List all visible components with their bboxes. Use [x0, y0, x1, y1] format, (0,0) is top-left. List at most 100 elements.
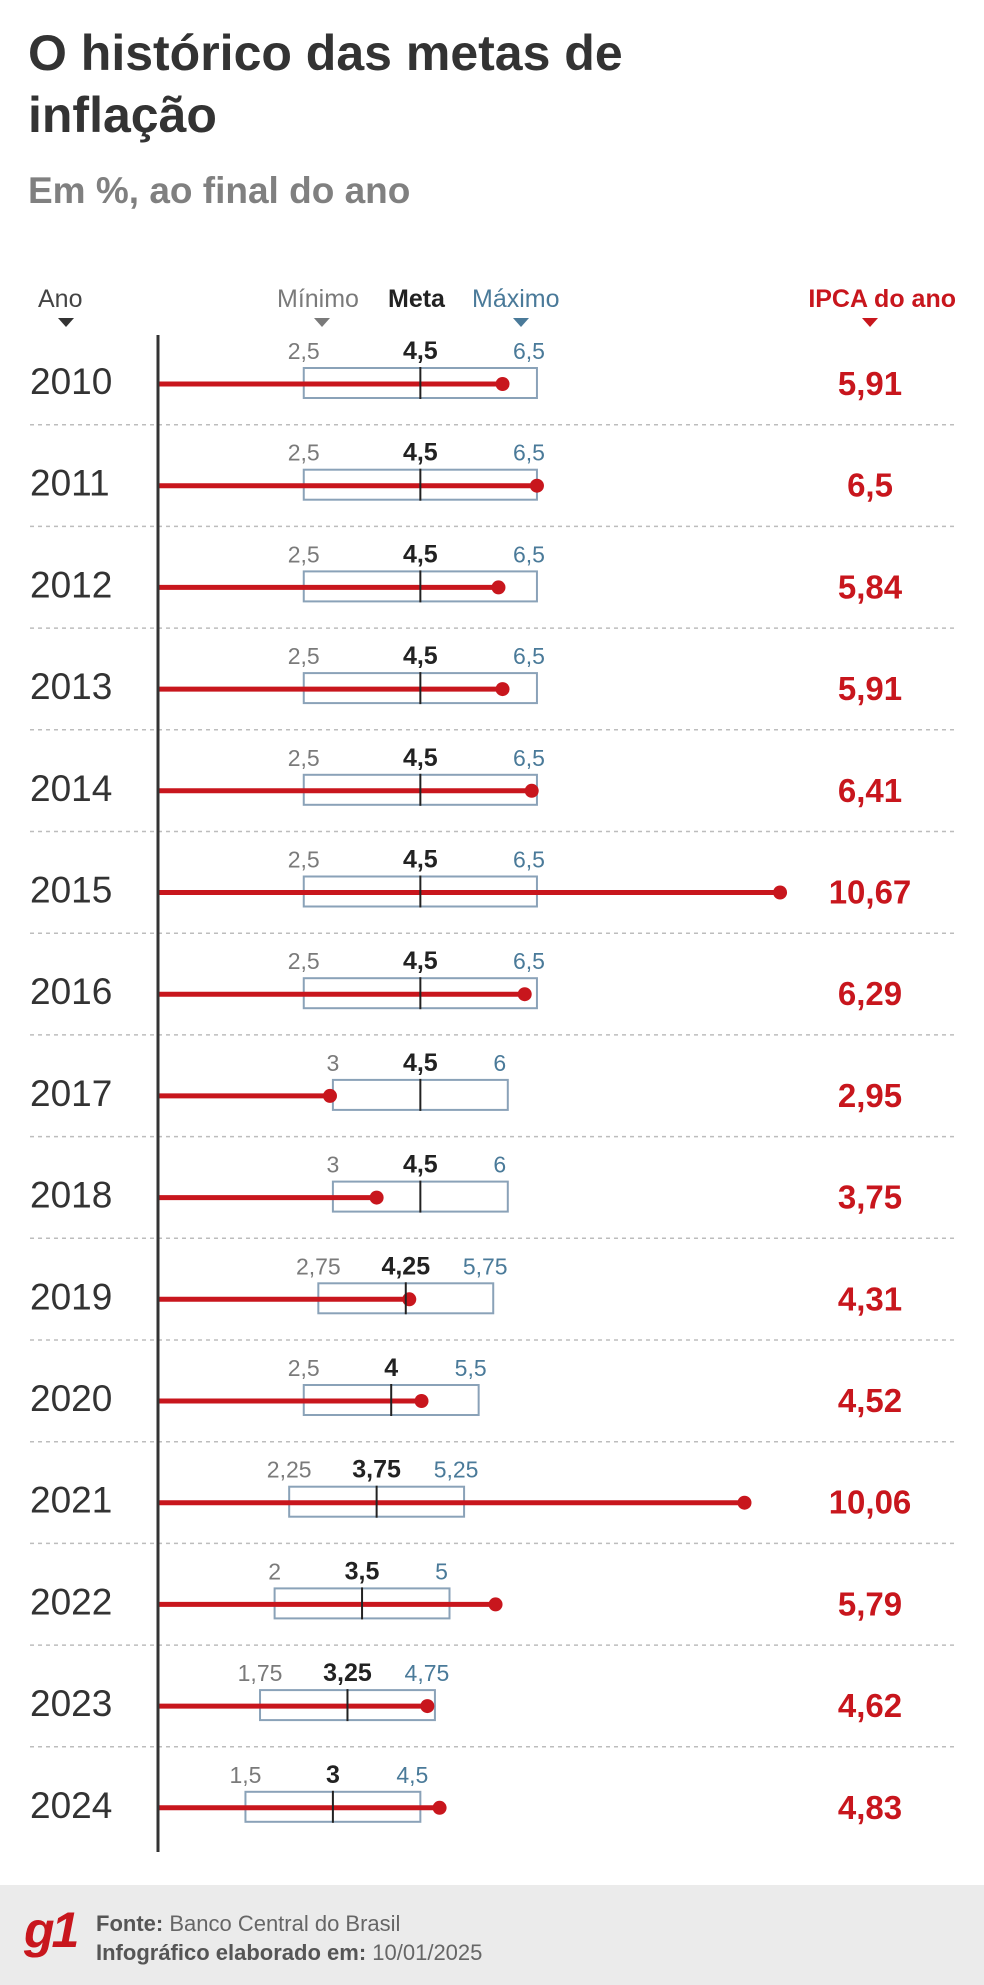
footer: g1 Fonte: Banco Central do Brasil Infogr…: [0, 1885, 984, 1985]
ipca-arrow-icon: [862, 318, 878, 327]
year-label: 2020: [30, 1378, 112, 1419]
year-label: 2011: [30, 463, 110, 504]
g1-logo: g1: [24, 1902, 79, 1958]
ipca-dot: [737, 1495, 752, 1510]
meta-label: 4,5: [403, 540, 438, 568]
minimo-label: 3: [327, 1050, 340, 1076]
ipca-value-label: 6,5: [847, 467, 893, 504]
meta-label: 4,5: [403, 1151, 438, 1179]
minimo-label: 2,5: [288, 338, 320, 364]
maximo-label: 6,5: [513, 440, 545, 466]
year-label: 2015: [30, 870, 112, 911]
meta-label: 4: [384, 1354, 398, 1382]
maximo-label: 6,5: [513, 643, 545, 669]
meta-label: 4,5: [403, 337, 438, 365]
date-label: Infográfico elaborado em:: [96, 1940, 367, 1965]
maximo-label: 6,5: [513, 847, 545, 873]
meta-label: 3: [326, 1761, 340, 1789]
minimo-label: 2,25: [267, 1457, 312, 1483]
minimo-arrow-icon: [314, 318, 330, 327]
maximo-arrow-icon: [513, 318, 529, 327]
ipca-value-label: 10,06: [829, 1484, 912, 1521]
meta-label: 4,5: [403, 1049, 438, 1077]
minimo-label: 2,75: [296, 1253, 341, 1279]
ipca-dot: [369, 1190, 384, 1205]
year-label: 2012: [30, 564, 112, 605]
ipca-dot: [414, 1394, 429, 1408]
ipca-value-label: 5,91: [838, 670, 902, 707]
meta-label: 4,5: [403, 439, 438, 467]
ipca-value-label: 10,67: [829, 874, 912, 911]
minimo-label: 1,75: [238, 1660, 283, 1686]
maximo-label: 6: [493, 1050, 506, 1076]
chart-title: O histórico das metas de inflação: [28, 25, 623, 143]
year-label: 2018: [30, 1175, 112, 1216]
ipca-value-label: 6,41: [838, 772, 902, 809]
ipca-value-label: 5,84: [838, 568, 903, 605]
year-label: 2024: [30, 1785, 112, 1826]
minimo-label: 2,5: [288, 1355, 320, 1381]
date-line: Infográfico elaborado em: 10/01/2025: [96, 1940, 482, 1966]
maximo-label: 5: [435, 1558, 448, 1584]
minimo-label: 2,5: [288, 847, 320, 873]
ipca-dot: [491, 580, 506, 595]
year-label: 2021: [30, 1480, 112, 1521]
ipca-dot: [420, 1699, 435, 1714]
ipca-value-label: 2,95: [838, 1077, 902, 1114]
year-label: 2013: [30, 666, 112, 707]
maximo-label: 6: [493, 1152, 506, 1178]
ano-arrow-icon: [58, 318, 74, 327]
meta-label: 4,5: [403, 846, 438, 874]
source-value: Banco Central do Brasil: [169, 1911, 401, 1936]
chart-subtitle: Em %, ao final do ano: [28, 170, 411, 211]
meta-label: 3,75: [352, 1456, 401, 1484]
maximo-label: 6,5: [513, 948, 545, 974]
meta-label: 4,5: [403, 947, 438, 975]
maximo-label: 5,75: [463, 1253, 508, 1279]
maximo-label: 6,5: [513, 745, 545, 771]
ipca-value-label: 3,75: [838, 1179, 902, 1216]
maximo-label: 5,25: [434, 1457, 479, 1483]
ipca-value-label: 4,52: [838, 1382, 902, 1419]
ipca-dot: [524, 783, 539, 798]
ipca-dot: [432, 1800, 447, 1815]
maximo-label: 4,75: [405, 1660, 450, 1686]
ipca-value-label: 5,91: [838, 365, 902, 402]
year-label: 2016: [30, 971, 112, 1012]
ipca-dot: [322, 1088, 337, 1103]
source-label: Fonte:: [96, 1911, 164, 1936]
minimo-label: 2,5: [288, 541, 320, 567]
minimo-label: 2,5: [288, 643, 320, 669]
header-minimo: Mínimo: [277, 285, 359, 313]
minimo-label: 2,5: [288, 440, 320, 466]
meta-label: 3,25: [323, 1659, 372, 1687]
year-label: 2022: [30, 1581, 112, 1622]
source-line: Fonte: Banco Central do Brasil: [96, 1911, 400, 1937]
minimo-label: 3: [327, 1152, 340, 1178]
minimo-label: 2,5: [288, 948, 320, 974]
header-ipca: IPCA do ano: [808, 285, 956, 313]
ipca-dot: [488, 1597, 503, 1612]
ipca-dot: [529, 478, 544, 493]
header-meta: Meta: [388, 285, 445, 313]
ipca-dot: [495, 682, 510, 697]
meta-label: 4,5: [403, 744, 438, 772]
meta-label: 4,25: [381, 1252, 430, 1280]
meta-label: 4,5: [403, 642, 438, 670]
ipca-value-label: 6,29: [838, 975, 902, 1012]
ipca-dot: [517, 987, 532, 1002]
ipca-value-label: 4,83: [838, 1789, 902, 1826]
year-label: 2010: [30, 361, 112, 402]
maximo-label: 4,5: [396, 1762, 428, 1788]
header-ano: Ano: [38, 285, 83, 313]
ipca-dot: [402, 1292, 417, 1307]
year-label: 2014: [30, 768, 112, 809]
year-label: 2019: [30, 1276, 112, 1317]
date-value: 10/01/2025: [372, 1940, 483, 1965]
maximo-label: 5,5: [455, 1355, 487, 1381]
minimo-label: 2: [268, 1558, 281, 1584]
maximo-label: 6,5: [513, 541, 545, 567]
inflation-chart: 2010 2,5 4,5 6,5 5,91 2011 2,5 4,5 6,5 6,5 2012 2,5…: [30, 335, 956, 1852]
meta-label: 3,5: [345, 1557, 380, 1585]
year-label: 2023: [30, 1683, 112, 1724]
